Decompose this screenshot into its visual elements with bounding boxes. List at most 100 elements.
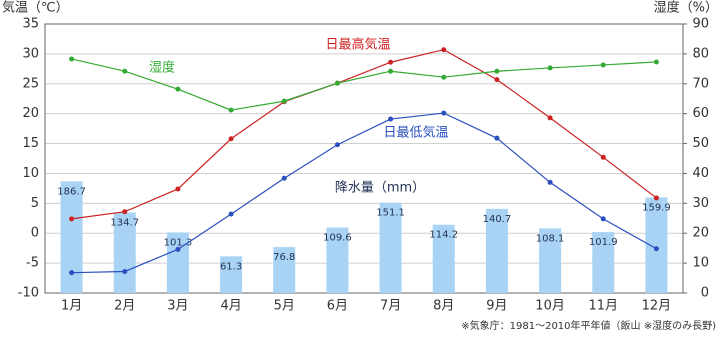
value-label: 101.9: [589, 237, 618, 248]
point: [653, 59, 659, 65]
point: [653, 195, 659, 201]
y-tick-label: 35: [22, 17, 39, 32]
bar: [539, 228, 562, 293]
x-tick-label: 9月: [486, 299, 507, 314]
y2-tick-label: 80: [692, 46, 709, 61]
point: [600, 62, 606, 68]
x-tick-label: 2月: [114, 299, 135, 314]
y2-tick-label: 50: [692, 136, 709, 151]
point: [281, 175, 287, 181]
value-label: 151.1: [376, 208, 405, 219]
line: [71, 58, 657, 111]
point: [69, 216, 75, 222]
x-tick-label: 6月: [327, 299, 348, 314]
x-tick-label: 11月: [588, 299, 618, 314]
y-tick-label: 20: [22, 106, 39, 121]
value-label: 134.7: [110, 217, 139, 228]
y2-tick-label: 20: [692, 226, 709, 241]
series-label: 湿度: [149, 60, 175, 76]
point: [494, 68, 500, 74]
point: [388, 59, 394, 65]
y-tick-label: -10: [18, 286, 39, 301]
point: [547, 115, 553, 121]
point: [653, 246, 659, 252]
value-label: 114.2: [429, 230, 458, 241]
plot-frame: [44, 23, 684, 294]
value-label: 61.3: [220, 261, 242, 272]
point: [281, 98, 287, 104]
value-label: 109.6: [323, 232, 352, 243]
series-label: 日最低気温: [383, 125, 448, 141]
point: [175, 246, 181, 252]
bar: [60, 181, 83, 293]
bar: [485, 208, 508, 293]
point: [334, 142, 340, 148]
point: [122, 268, 128, 274]
point: [494, 135, 500, 141]
y2-tick-label: 60: [692, 106, 709, 121]
x-tick-label: 7月: [380, 299, 401, 314]
y-axis-title: 気温（℃）: [2, 0, 69, 16]
y-tick-label: 30: [22, 46, 39, 61]
y2-tick-label: 0: [701, 286, 709, 301]
point: [228, 107, 234, 113]
y2-tick-label: 40: [692, 166, 709, 181]
y-tick-label: 15: [22, 136, 39, 151]
x-tick-label: 1月: [61, 299, 82, 314]
y-tick-label: 10: [22, 166, 39, 181]
y-tick-label: 5: [31, 196, 39, 211]
point: [175, 186, 181, 192]
point: [547, 65, 553, 71]
y2-tick-label: 10: [692, 256, 709, 271]
line: [71, 49, 657, 220]
point: [69, 270, 75, 276]
x-tick-label: 12月: [642, 299, 672, 314]
bar: [113, 212, 136, 293]
value-label: 159.9: [642, 202, 671, 213]
point: [547, 179, 553, 185]
point: [441, 74, 447, 80]
point: [122, 209, 128, 215]
bar: [645, 197, 668, 293]
y-tick-label: 0: [31, 226, 39, 241]
point: [122, 68, 128, 74]
bar: [379, 202, 402, 293]
y2-tick-label: 70: [692, 76, 709, 91]
series-label: 日最高気温: [325, 37, 390, 53]
point: [175, 86, 181, 92]
point: [600, 216, 606, 222]
series-label: 降水量（mm）: [335, 181, 425, 196]
point: [228, 136, 234, 142]
x-tick-label: 3月: [167, 299, 188, 314]
y-tick-label: 25: [22, 76, 39, 91]
y2-tick-label: 30: [692, 196, 709, 211]
point: [69, 56, 75, 62]
y-tick-label: -5: [26, 256, 39, 271]
bar: [432, 224, 455, 293]
value-label: 76.8: [273, 252, 295, 263]
bar: [166, 232, 189, 293]
note: ※気象庁：1981～2010年平年値（飯山 ※湿度のみ長野): [461, 319, 716, 332]
value-label: 108.1: [536, 233, 565, 244]
x-tick-label: 4月: [220, 299, 241, 314]
point: [441, 110, 447, 116]
x-tick-label: 10月: [535, 299, 565, 314]
value-label: 101.3: [164, 237, 193, 248]
value-label: 186.7: [57, 186, 86, 197]
x-tick-label: 8月: [433, 299, 454, 314]
bar: [220, 256, 243, 293]
point: [334, 80, 340, 86]
point: [228, 211, 234, 217]
point: [600, 154, 606, 160]
x-tick-label: 5月: [274, 299, 295, 314]
point: [494, 77, 500, 83]
point: [388, 68, 394, 74]
bar: [273, 247, 296, 293]
point: [388, 116, 394, 122]
bar: [592, 232, 615, 293]
bar: [326, 227, 349, 293]
y2-axis-title: 湿度（%）: [654, 0, 718, 16]
y2-tick-label: 90: [692, 17, 709, 32]
point: [441, 47, 447, 53]
